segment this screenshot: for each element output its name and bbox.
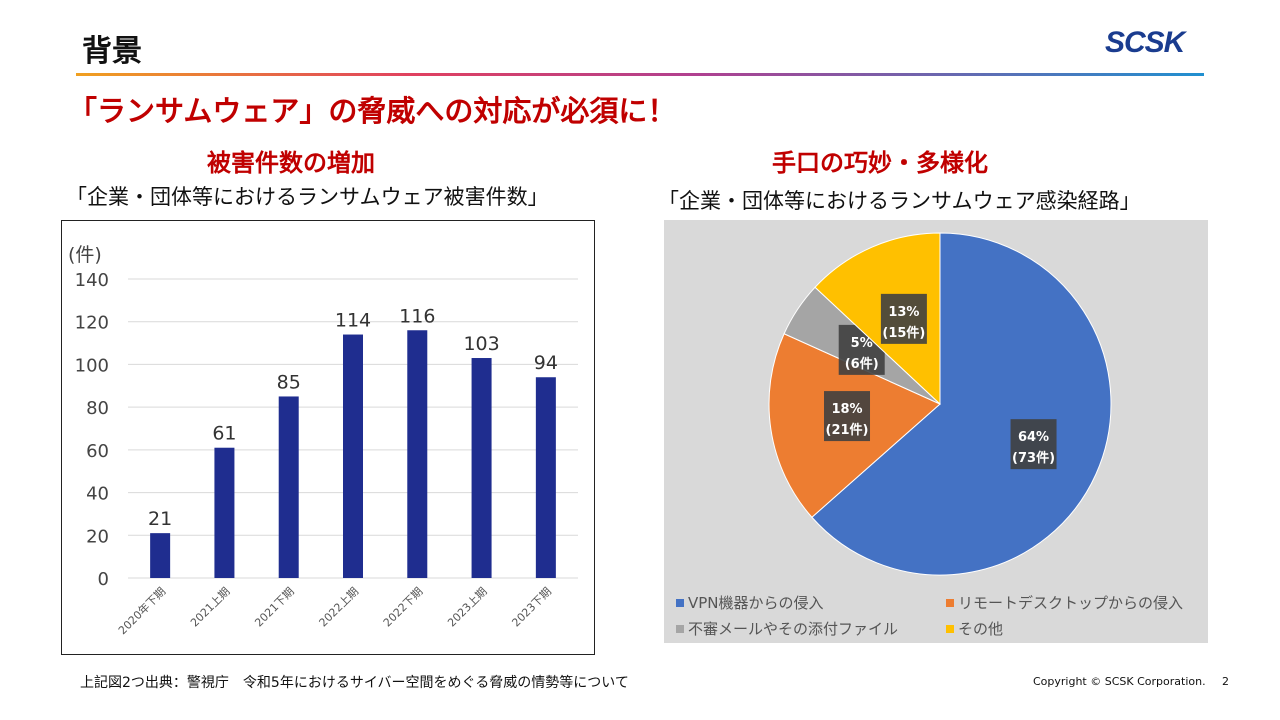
- pie-data-label: 5% (6件): [838, 324, 885, 375]
- bar-value-label: 114: [335, 310, 371, 332]
- bar: [278, 396, 299, 578]
- count-label: (15件): [882, 325, 925, 341]
- pie-chart-frame: 64% (73件) 18% (21件) 5% (6件) 13% (15件) VPN機器からの侵…: [664, 220, 1208, 643]
- data-label-box: [824, 391, 871, 442]
- count-label: (21件): [826, 422, 869, 438]
- bar-value-label: 94: [534, 352, 558, 374]
- percent-label: 18%: [831, 402, 862, 417]
- legend-swatch: [676, 625, 684, 633]
- percent-label: 13%: [888, 305, 919, 320]
- pie-data-label: 18% (21件): [824, 391, 871, 442]
- x-tick-label: 2021下期: [252, 585, 297, 630]
- y-axis-unit: (件): [68, 244, 102, 266]
- legend-item-vpn: VPN機器からの侵入: [676, 592, 824, 613]
- left-heading: 被害件数の増加: [207, 149, 375, 177]
- bar-chart-frame: (件) 0 20 40 60 80 100 120 140 21 2020年下期 61 2021上期 85…: [61, 220, 595, 655]
- percent-label: 5%: [851, 336, 873, 351]
- header-divider: [76, 73, 1204, 76]
- legend-swatch: [676, 599, 684, 607]
- bar-value-label: 85: [277, 371, 301, 393]
- bar: [407, 330, 428, 578]
- pie-slice-vpn: [811, 232, 1112, 576]
- left-subtitle: 「企業・団体等におけるランサムウェア被害件数」: [66, 185, 549, 209]
- y-tick-label: 20: [86, 526, 109, 547]
- copyright: Copyright © SCSK Corporation.: [1033, 675, 1206, 688]
- source-note: 上記図2つ出典：警視庁 令和5年におけるサイバー空間をめぐる脅威の情勢等について: [80, 675, 629, 691]
- bar: [535, 377, 556, 578]
- page-title: 背景: [82, 34, 142, 69]
- bar: [150, 533, 171, 578]
- scsk-logo: SCSK: [1105, 26, 1185, 59]
- bar-value-label: 21: [148, 508, 172, 530]
- bar-value-label: 61: [212, 423, 236, 445]
- y-tick-label: 40: [86, 484, 109, 505]
- legend-item-other: その他: [946, 618, 1003, 639]
- bar: [471, 358, 492, 578]
- y-tick-label: 100: [75, 355, 109, 376]
- legend-swatch: [946, 625, 954, 633]
- y-tick-label: 140: [75, 270, 109, 291]
- y-tick-label: 120: [75, 313, 109, 334]
- pie-data-label: 13% (15件): [880, 293, 927, 344]
- bar-chart: (件) 0 20 40 60 80 100 120 140 21 2020年下期 61 2021上期 85…: [68, 244, 578, 637]
- bar-value-label: 103: [463, 333, 499, 355]
- percent-label: 64%: [1018, 430, 1049, 445]
- bar: [214, 447, 235, 578]
- headline: 「ランサムウェア」の脅威への対応が必須に！: [68, 94, 677, 128]
- x-tick-label: 2020年下期: [115, 584, 168, 637]
- x-tick-label: 2022上期: [317, 585, 362, 630]
- y-tick-label: 0: [98, 569, 109, 590]
- bar: [343, 334, 363, 578]
- x-tick-label: 2023上期: [445, 585, 490, 630]
- right-subtitle: 「企業・団体等におけるランサムウェア感染経路」: [658, 189, 1141, 213]
- x-tick-label: 2021上期: [188, 585, 233, 630]
- count-label: (73件): [1012, 450, 1055, 466]
- legend-item-email: 不審メールやその添付ファイル: [676, 618, 898, 639]
- y-tick-label: 80: [86, 398, 109, 419]
- x-tick-label: 2023下期: [509, 585, 554, 630]
- legend-swatch: [946, 599, 954, 607]
- data-label-box: [1010, 419, 1057, 470]
- right-heading: 手口の巧妙・多様化: [772, 149, 988, 177]
- data-label-box: [880, 293, 927, 344]
- pie-data-label: 64% (73件): [1010, 419, 1057, 470]
- x-tick-label: 2022下期: [381, 585, 426, 630]
- count-label: (6件): [845, 356, 879, 372]
- bar-value-label: 116: [399, 305, 435, 327]
- pie-chart: 64% (73件) 18% (21件) 5% (6件) 13% (15件): [768, 232, 1112, 576]
- page-number: 2: [1222, 675, 1229, 688]
- legend-item-rdp: リモートデスクトップからの侵入: [946, 592, 1183, 613]
- pie-slice-other: [814, 232, 941, 406]
- y-tick-label: 60: [86, 441, 109, 462]
